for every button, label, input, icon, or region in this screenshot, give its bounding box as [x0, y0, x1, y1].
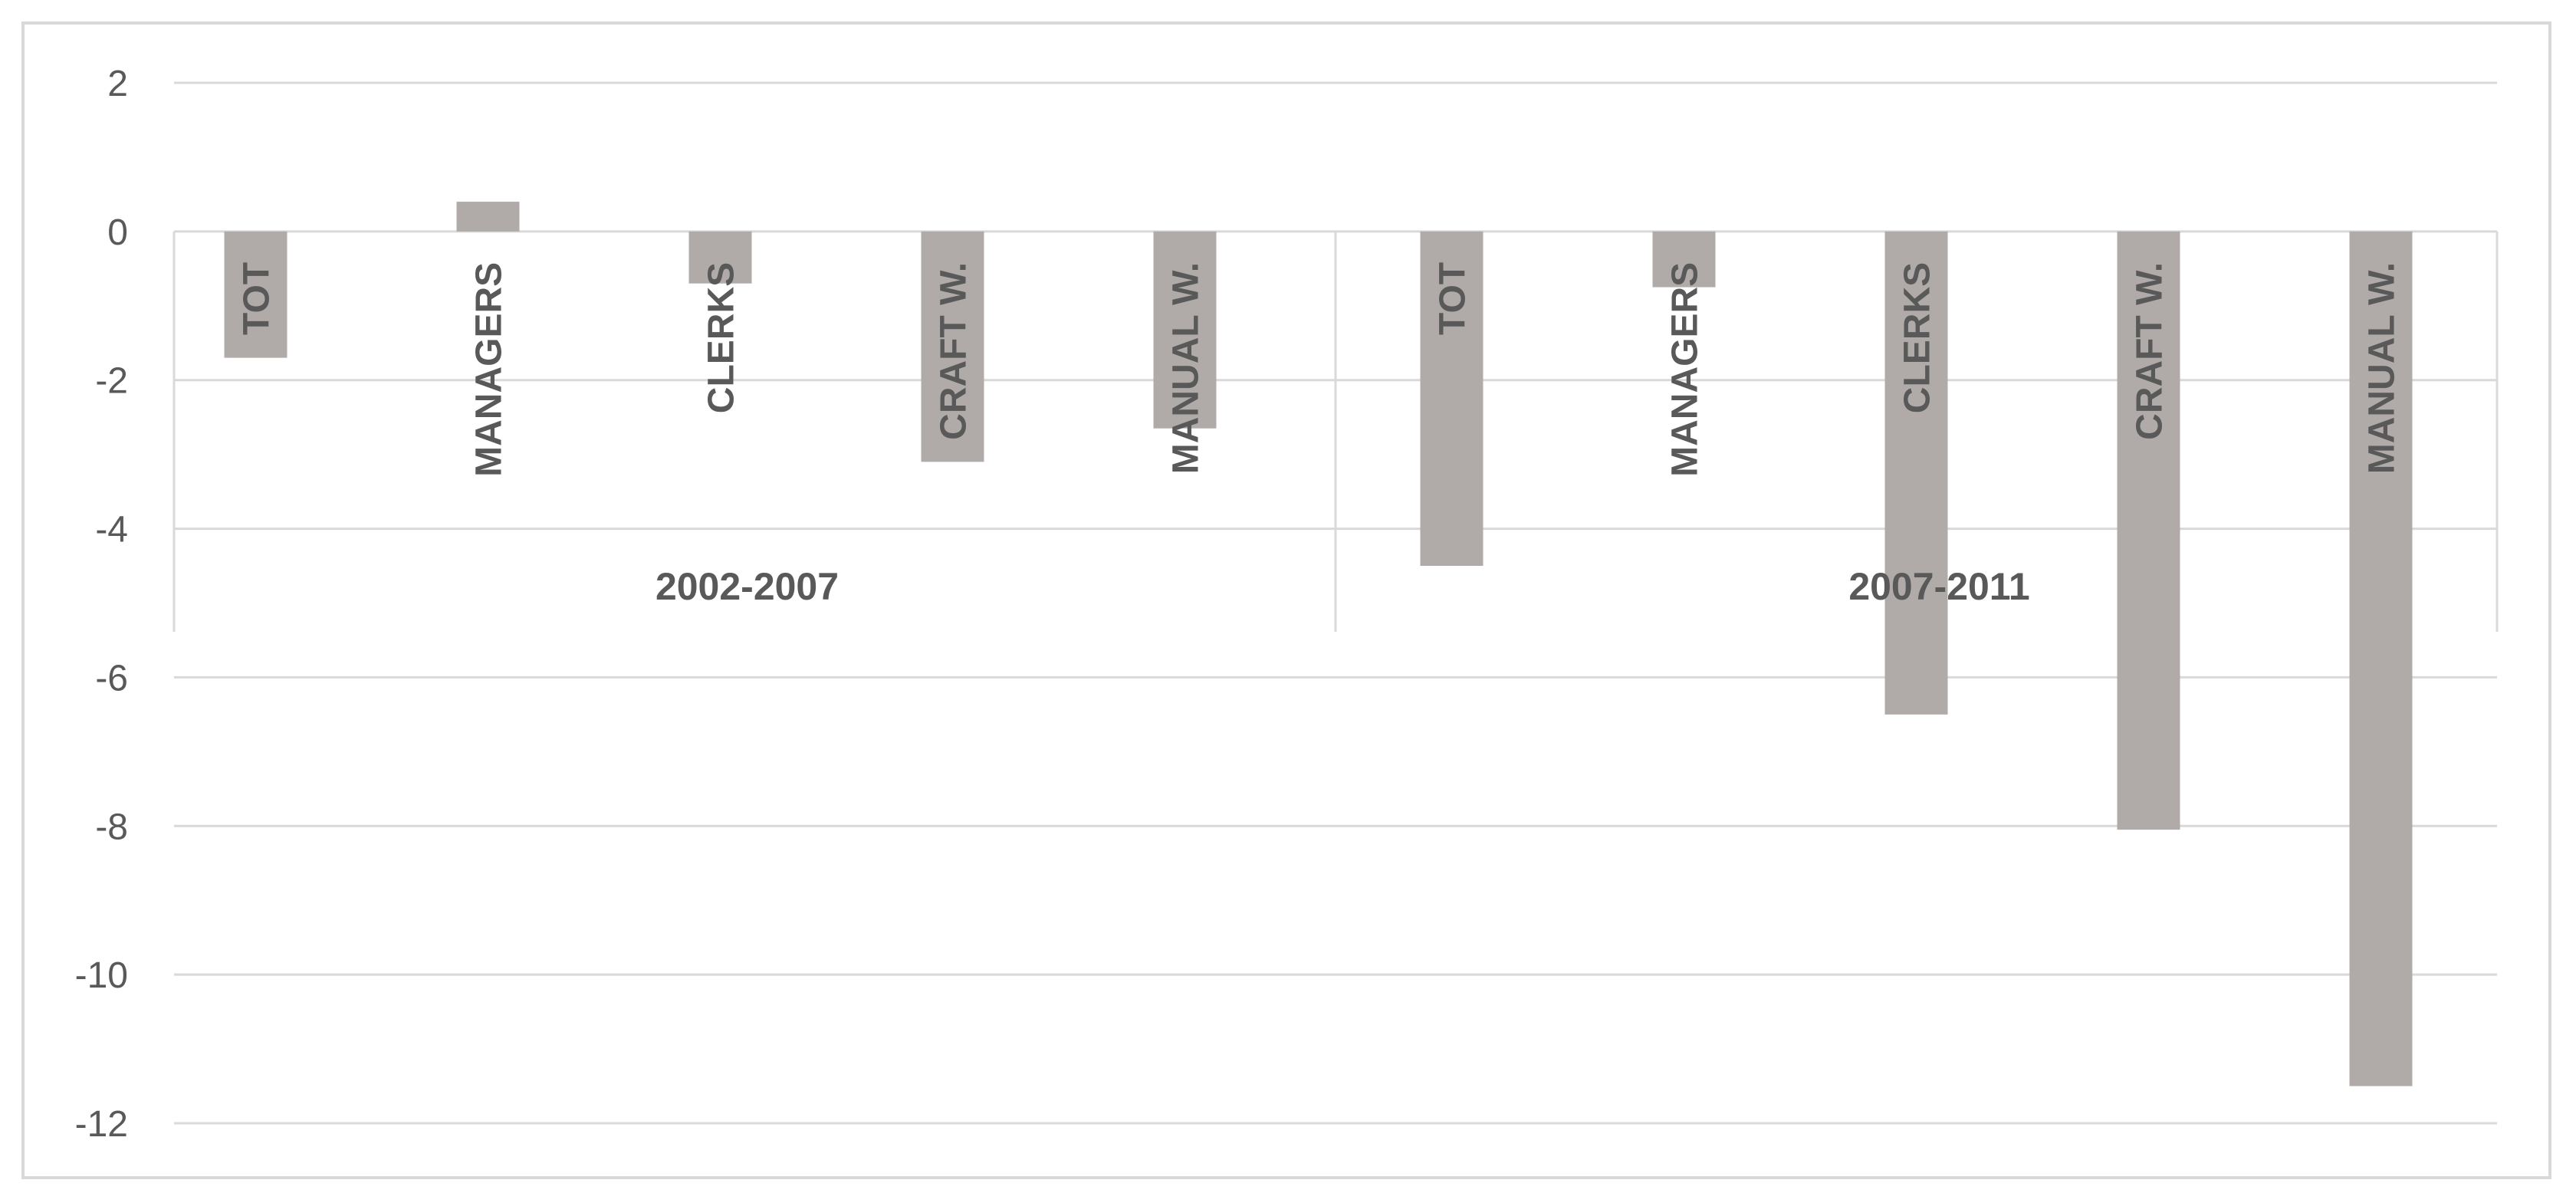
- y-tick-label: 2: [107, 64, 128, 104]
- y-tick-label: -12: [75, 1104, 128, 1145]
- bar: [224, 231, 288, 358]
- category-label: MANUAL W.: [1166, 262, 1207, 474]
- category-label: MANAGERS: [469, 262, 510, 477]
- group-labels: 2002-2007 2007-2011: [656, 565, 2030, 608]
- y-tick-label: -10: [75, 955, 128, 996]
- bar: [921, 231, 984, 462]
- bars: [224, 202, 2413, 1086]
- y-tick-label: -8: [95, 807, 128, 847]
- group-label: 2007-2011: [1848, 565, 2029, 608]
- bar: [688, 231, 752, 284]
- category-label: MANUAL W.: [2362, 262, 2403, 474]
- group-label: 2002-2007: [656, 565, 839, 608]
- bar: [1652, 231, 1716, 288]
- category-label: TOT: [1433, 262, 1474, 335]
- category-labels: TOT MANAGERS CLERKS CRAFT W. MANUAL W. TOT MAN…: [237, 262, 2403, 477]
- bar: [1884, 231, 1948, 715]
- category-axis: [172, 230, 2499, 632]
- y-axis-ticks: 2 0 -2 -4 -6 -8 -10 -12: [75, 64, 128, 1145]
- category-label: CLERKS: [702, 262, 742, 413]
- bar: [2117, 231, 2180, 830]
- bar: [1420, 231, 1484, 567]
- category-label: CRAFT W.: [2130, 262, 2170, 440]
- bar-chart: 2 0 -2 -4 -6 -8 -10 -12 TOT MANAGERS CLERKS CRAFT …: [75, 64, 2499, 1145]
- chart-frame: 2 0 -2 -4 -6 -8 -10 -12 TOT MANAGERS CLERKS CRAFT …: [21, 21, 2551, 1179]
- bar: [456, 202, 520, 232]
- y-tick-label: 0: [107, 212, 128, 253]
- category-label: CLERKS: [1898, 262, 1938, 413]
- category-label: TOT: [237, 262, 278, 335]
- y-tick-label: -6: [95, 658, 128, 698]
- bar: [2349, 231, 2413, 1086]
- bar: [1153, 231, 1217, 429]
- category-label: CRAFT W.: [934, 262, 974, 440]
- category-label: MANAGERS: [1665, 262, 1706, 477]
- y-tick-label: -2: [95, 361, 128, 402]
- y-tick-label: -4: [95, 510, 128, 551]
